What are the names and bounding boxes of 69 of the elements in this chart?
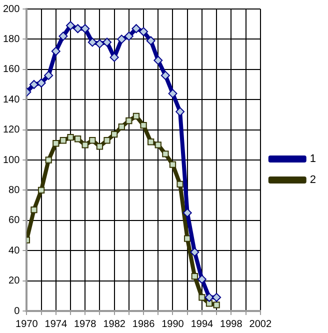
x-tick-label: 1982 (103, 318, 126, 330)
point (67, 134, 74, 141)
point (213, 302, 220, 308)
point (191, 272, 198, 280)
y-tick-label: 200 (2, 4, 20, 15)
y-tick-label: 100 (2, 154, 20, 166)
x-tick-label: 1990 (162, 318, 184, 330)
point (140, 122, 147, 129)
point (160, 70, 170, 80)
point (132, 24, 141, 34)
point (168, 89, 178, 98)
point (96, 143, 104, 150)
point (169, 161, 176, 168)
point (38, 186, 45, 194)
point (176, 180, 184, 188)
y-tick-label: 80 (8, 184, 20, 196)
y-tick-label: 140 (2, 94, 20, 106)
point (132, 112, 140, 120)
point (82, 142, 88, 148)
point (139, 27, 148, 36)
point (88, 38, 97, 47)
point (126, 117, 132, 124)
point (206, 300, 213, 307)
y-tick-label: 160 (2, 64, 20, 76)
point (197, 274, 206, 284)
point (146, 36, 156, 46)
x-tick-label: 1974 (44, 318, 68, 330)
point (60, 137, 67, 144)
y-tick-label: 60 (8, 215, 20, 226)
point (44, 70, 54, 80)
point (154, 56, 163, 65)
point (110, 131, 118, 138)
point (29, 80, 38, 89)
point (154, 142, 162, 148)
x-tick-label: 1986 (132, 318, 156, 330)
x-tick-label: 1994 (190, 318, 214, 330)
point (117, 34, 126, 44)
point (104, 137, 110, 144)
point (102, 38, 112, 47)
x-tick-label: 1998 (220, 318, 243, 330)
point (212, 292, 222, 302)
point (45, 156, 52, 164)
point (80, 24, 90, 34)
x-tick-label: 2002 (249, 318, 272, 330)
y-tick-label: 180 (2, 34, 20, 45)
point (51, 46, 60, 56)
y-tick-label: 0 (14, 306, 20, 317)
y-tick-label: 40 (8, 245, 20, 256)
point (190, 248, 200, 257)
point (162, 150, 169, 158)
legend-label: 2 (310, 174, 316, 186)
point (89, 137, 96, 144)
point (95, 39, 104, 48)
point (184, 235, 191, 242)
point (124, 32, 134, 41)
y-tick-label: 20 (8, 276, 20, 287)
legend-label: 1 (310, 153, 316, 166)
point (148, 138, 154, 146)
point (74, 136, 82, 142)
point (36, 78, 46, 88)
y-tick-label: 120 (2, 124, 20, 136)
point (198, 294, 206, 301)
point (118, 123, 125, 130)
x-tick-label: 1978 (74, 318, 97, 330)
point (66, 21, 76, 30)
point (52, 140, 60, 147)
point (58, 32, 68, 41)
x-tick-label: 1970 (16, 318, 38, 330)
point (30, 206, 38, 214)
